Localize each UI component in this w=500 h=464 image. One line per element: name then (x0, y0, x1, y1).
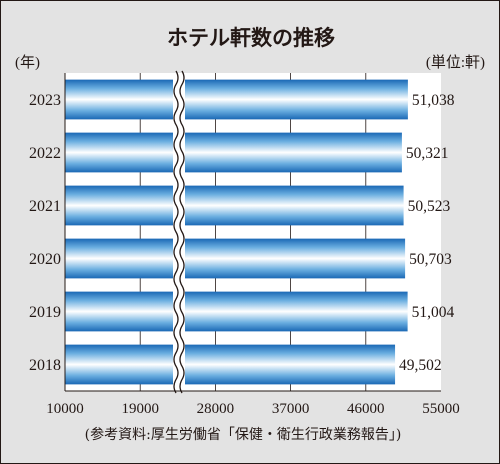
value-labels: 51,038 50,321 50,523 50,703 51,004 49,502 (399, 92, 455, 374)
value-label: 51,038 (412, 92, 455, 109)
category-axis-label: (年) (15, 54, 40, 71)
value-label: 50,321 (406, 145, 449, 162)
category-labels: 2023 2022 2021 2020 2019 2018 (29, 92, 61, 374)
x-tick-label: 37000 (272, 401, 310, 417)
gridlines (139, 73, 367, 391)
category-label: 2018 (29, 357, 61, 374)
value-label: 49,502 (399, 357, 442, 374)
value-label: 51,004 (412, 304, 455, 321)
category-label: 2020 (29, 251, 61, 268)
bar (65, 238, 406, 279)
plot-area (65, 73, 441, 391)
bar (65, 291, 408, 332)
axis-break-mark (173, 70, 185, 394)
value-label: 50,703 (409, 251, 452, 268)
category-label: 2019 (29, 304, 61, 321)
x-tick-label: 10000 (46, 401, 84, 417)
x-tick-label: 46000 (347, 401, 385, 417)
bar (65, 185, 404, 226)
x-tick-labels: 10000 19000 28000 37000 46000 55000 (46, 401, 460, 417)
x-tick-label: 19000 (121, 401, 159, 417)
category-label: 2022 (29, 145, 61, 162)
category-label: 2021 (29, 198, 61, 215)
bar (65, 132, 402, 173)
category-label: 2023 (29, 92, 61, 109)
unit-label: (単位:軒) (426, 54, 485, 71)
axis-break-line-left (173, 70, 179, 394)
axis-break-line-right (179, 70, 185, 394)
value-label: 50,523 (408, 198, 451, 215)
source-note: (参考資料:厚生労働省「保健・衛生行政業務報告」) (85, 426, 402, 443)
chart-title: ホテル軒数の推移 (167, 26, 335, 50)
bars (65, 79, 408, 385)
bar (65, 79, 408, 120)
x-tick-label: 28000 (197, 401, 235, 417)
x-tick-label: 55000 (422, 401, 460, 417)
bar (65, 344, 396, 385)
